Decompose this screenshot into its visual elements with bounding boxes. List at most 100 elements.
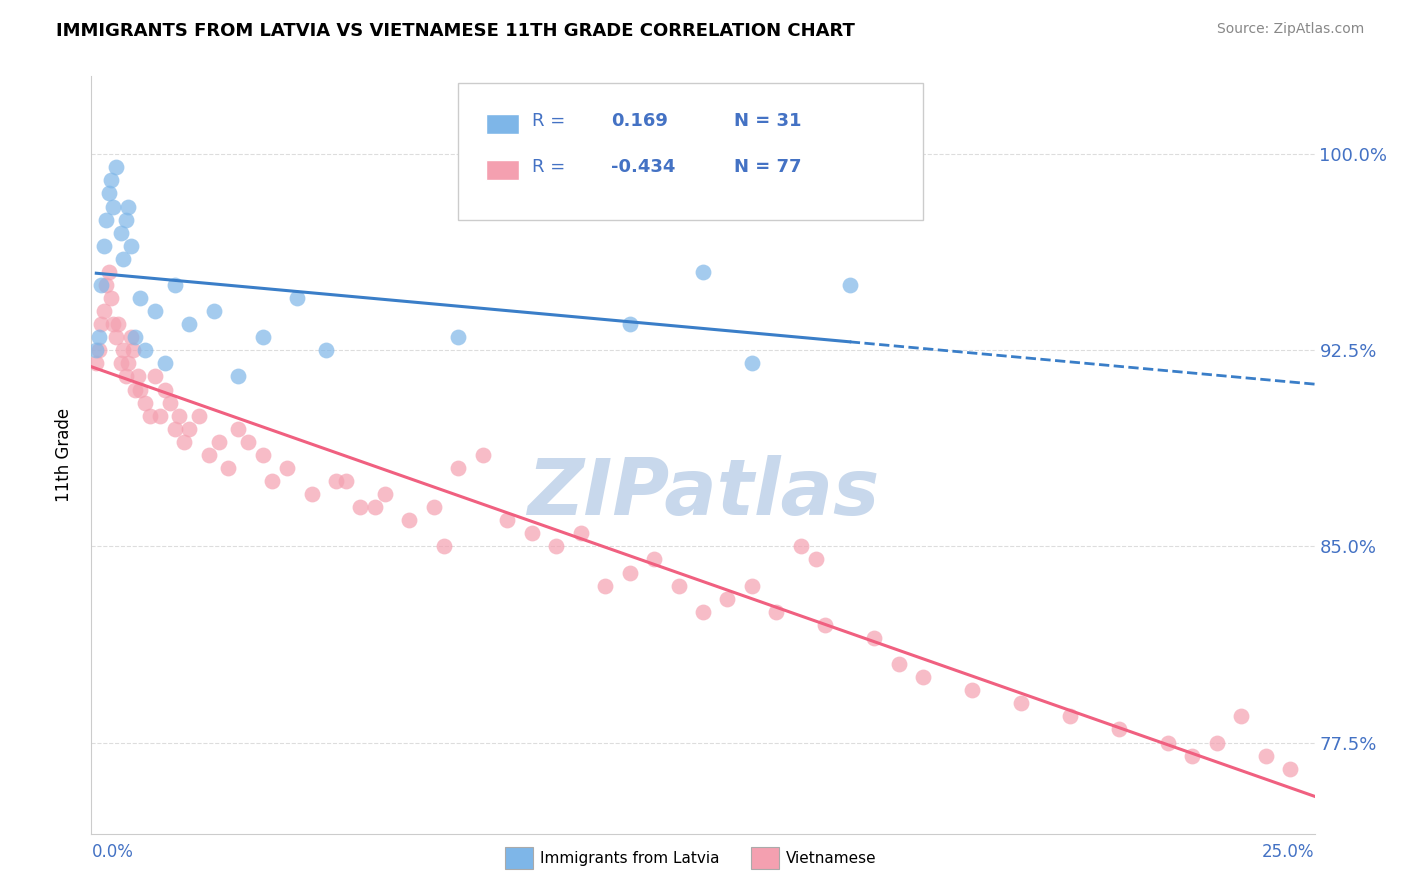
Point [153, 383, 176, 397]
Text: N = 77: N = 77 [734, 158, 801, 176]
Point [1230, 709, 1253, 723]
Point [471, 448, 494, 462]
Text: Vietnamese: Vietnamese [786, 851, 876, 865]
Point [104, 330, 127, 344]
Point [112, 252, 135, 266]
Point [1059, 709, 1081, 723]
Point [252, 330, 274, 344]
Point [546, 540, 568, 554]
Point [93, 304, 115, 318]
Point [198, 448, 221, 462]
Point [104, 161, 127, 175]
Point [398, 513, 420, 527]
Point [593, 579, 616, 593]
Point [114, 212, 136, 227]
Point [1181, 748, 1204, 763]
Point [433, 540, 456, 554]
Text: ZIPatlas: ZIPatlas [527, 455, 879, 531]
Point [129, 291, 152, 305]
Point [285, 291, 308, 305]
Point [1279, 762, 1302, 776]
Point [1254, 748, 1277, 763]
Point [335, 474, 357, 488]
Y-axis label: 11th Grade: 11th Grade [55, 408, 73, 502]
Point [117, 200, 139, 214]
Point [496, 513, 519, 527]
Point [163, 422, 186, 436]
Point [153, 356, 176, 370]
Point [619, 317, 641, 331]
Point [120, 330, 142, 344]
Point [619, 566, 641, 580]
Point [804, 552, 827, 566]
Point [94, 277, 117, 292]
Point [668, 579, 690, 593]
FancyBboxPatch shape [486, 160, 519, 179]
Text: 25.0%: 25.0% [1263, 843, 1315, 861]
Point [236, 434, 259, 449]
Point [226, 422, 249, 436]
Point [912, 670, 935, 684]
Point [423, 500, 446, 515]
Point [112, 343, 135, 358]
Point [741, 579, 763, 593]
Point [863, 631, 886, 645]
Point [262, 474, 284, 488]
Point [87, 343, 110, 358]
Point [100, 173, 122, 187]
Point [90, 317, 112, 331]
Text: 0.169: 0.169 [612, 112, 668, 130]
Point [1205, 735, 1227, 749]
Point [114, 369, 136, 384]
Point [217, 461, 239, 475]
Point [124, 330, 146, 344]
Point [838, 277, 860, 292]
Point [143, 304, 166, 318]
Point [90, 277, 112, 292]
Point [159, 395, 181, 409]
Point [120, 239, 142, 253]
Point [129, 383, 152, 397]
Point [179, 422, 201, 436]
Point [107, 317, 129, 331]
Point [117, 356, 139, 370]
Text: 0.0%: 0.0% [91, 843, 134, 861]
Point [349, 500, 371, 515]
Point [94, 212, 117, 227]
Point [364, 500, 387, 515]
Point [643, 552, 665, 566]
Point [124, 383, 146, 397]
Point [716, 591, 738, 606]
Point [97, 186, 120, 201]
Point [960, 683, 983, 698]
Point [315, 343, 337, 358]
Point [447, 461, 470, 475]
Point [122, 343, 145, 358]
Point [202, 304, 225, 318]
Text: Source: ZipAtlas.com: Source: ZipAtlas.com [1216, 22, 1364, 37]
Point [887, 657, 910, 671]
Point [301, 487, 323, 501]
Point [149, 409, 172, 423]
Point [188, 409, 211, 423]
Point [1010, 696, 1032, 710]
Point [163, 277, 186, 292]
Point [207, 434, 229, 449]
Point [276, 461, 298, 475]
Point [814, 618, 837, 632]
Text: -0.434: -0.434 [612, 158, 676, 176]
Point [143, 369, 166, 384]
Text: R =: R = [531, 158, 565, 176]
Text: Immigrants from Latvia: Immigrants from Latvia [540, 851, 720, 865]
Point [569, 526, 592, 541]
Point [741, 356, 763, 370]
Point [325, 474, 347, 488]
Point [87, 330, 110, 344]
Point [110, 226, 132, 240]
Text: R =: R = [531, 112, 565, 130]
Point [100, 291, 122, 305]
Point [226, 369, 249, 384]
Point [169, 409, 191, 423]
Point [692, 605, 714, 619]
Point [134, 343, 156, 358]
